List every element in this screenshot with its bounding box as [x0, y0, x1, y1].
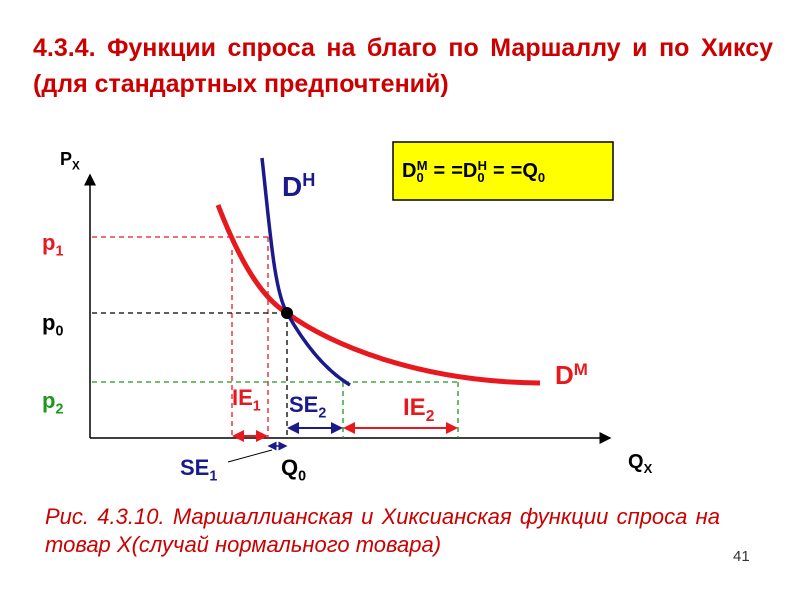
label-part: 0 — [55, 324, 63, 340]
se1-pointer — [227, 449, 273, 463]
label-part: SE — [289, 392, 318, 417]
label-part: M — [417, 158, 428, 173]
se2-label: SE2 — [289, 392, 326, 422]
figure-caption: Рис. 4.3.10. Маршаллианская и Хиксианска… — [45, 504, 720, 557]
label-part: 1 — [209, 469, 217, 485]
equilibrium-point — [281, 307, 293, 319]
p0-label: p0 — [42, 310, 63, 340]
identity-text: D0M = =D0H = =Q0 — [402, 158, 545, 185]
label-part: D — [555, 360, 574, 390]
label-part: H — [478, 158, 487, 173]
px-label: PX — [60, 149, 80, 173]
label-part: IE — [232, 385, 253, 410]
se1-label: SE1 — [180, 455, 217, 485]
label-part: = — [434, 160, 446, 182]
label-part: 2 — [318, 406, 326, 422]
label-part: D — [463, 160, 477, 182]
p2-label: p2 — [42, 388, 63, 418]
label-part: 0 — [298, 469, 306, 485]
label-part: Q — [281, 455, 298, 480]
label-part: 0 — [416, 170, 423, 185]
guides — [92, 236, 459, 438]
label-part: P — [60, 149, 72, 169]
label-part: p — [42, 388, 55, 413]
slide-title: 4.3.4. Функции спроса на благо по Маршал… — [33, 34, 773, 98]
page-number: 41 — [733, 548, 750, 565]
qx-label: QX — [628, 451, 653, 476]
label-part: D — [282, 171, 302, 202]
dh-label: DH — [282, 170, 315, 202]
label-part: D — [402, 160, 416, 182]
label-part: 1 — [55, 244, 63, 260]
label-part: 2 — [426, 408, 435, 425]
label-part: X — [72, 160, 80, 173]
label-part: = — [493, 160, 505, 182]
label-part: p — [42, 310, 55, 335]
p1-label: p1 — [42, 230, 63, 260]
ie1-label: IE1 — [232, 385, 261, 415]
label-part: 2 — [55, 402, 63, 418]
label-part: 1 — [253, 399, 261, 415]
label-part: Q — [522, 160, 538, 182]
ie2-label: IE2 — [403, 394, 435, 425]
label-part: Q — [628, 451, 644, 473]
label-part: SE — [180, 455, 209, 480]
label-part: 0 — [538, 170, 545, 185]
label-part: IE — [403, 394, 426, 421]
label-part: p — [42, 230, 55, 255]
marshall-demand — [215, 204, 541, 386]
hicks-demand — [260, 157, 351, 387]
dm-label: DM — [555, 360, 588, 390]
label-part: = — [451, 160, 463, 182]
identity-box — [392, 141, 614, 201]
label-part: 0 — [477, 170, 484, 185]
label-part: H — [302, 170, 315, 190]
label-part: X — [644, 461, 653, 476]
label-part: = — [511, 160, 523, 182]
label-part: M — [574, 360, 588, 379]
q0-label: Q0 — [281, 455, 306, 485]
